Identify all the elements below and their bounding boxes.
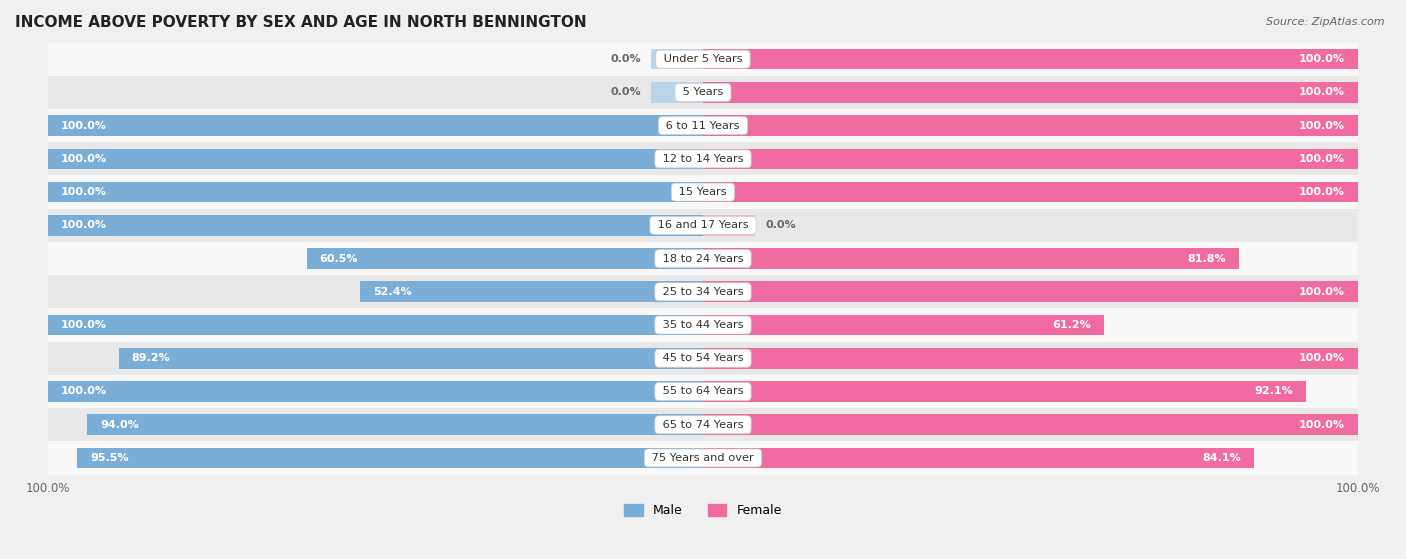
Bar [651,82,703,103]
Text: 100.0%: 100.0% [1299,54,1346,64]
Text: 100.0%: 100.0% [60,121,107,131]
Text: Source: ZipAtlas.com: Source: ZipAtlas.com [1267,17,1385,27]
Bar [360,282,703,302]
Bar [48,149,703,169]
Text: 100.0%: 100.0% [1299,87,1346,97]
Text: 100.0%: 100.0% [60,386,107,396]
Bar [703,49,1358,69]
Text: 0.0%: 0.0% [610,54,641,64]
Bar [48,381,703,402]
Bar [48,109,1358,142]
Bar [703,381,1306,402]
Bar [48,215,703,236]
Bar [48,442,1358,475]
Text: 5 Years: 5 Years [679,87,727,97]
Text: 100.0%: 100.0% [60,220,107,230]
Bar [703,248,1239,269]
Text: 61.2%: 61.2% [1052,320,1091,330]
Text: 55 to 64 Years: 55 to 64 Years [659,386,747,396]
Bar [87,414,703,435]
Bar [118,348,703,368]
Text: 25 to 34 Years: 25 to 34 Years [659,287,747,297]
Bar [48,76,1358,109]
Text: 89.2%: 89.2% [132,353,170,363]
Bar [48,182,703,202]
Bar [48,115,703,136]
Text: 45 to 54 Years: 45 to 54 Years [659,353,747,363]
Text: 75 Years and over: 75 Years and over [648,453,758,463]
Text: 15 Years: 15 Years [675,187,731,197]
Text: 100.0%: 100.0% [1299,287,1346,297]
Text: 12 to 14 Years: 12 to 14 Years [659,154,747,164]
Bar [703,215,755,236]
Text: 60.5%: 60.5% [319,254,359,263]
Bar [703,149,1358,169]
Text: 0.0%: 0.0% [610,87,641,97]
Text: 92.1%: 92.1% [1254,386,1294,396]
Bar [703,315,1104,335]
Text: 81.8%: 81.8% [1187,254,1226,263]
Text: 6 to 11 Years: 6 to 11 Years [662,121,744,131]
Bar [48,275,1358,309]
Legend: Male, Female: Male, Female [619,499,787,522]
Bar [703,348,1358,368]
Text: 100.0%: 100.0% [1299,154,1346,164]
Bar [703,82,1358,103]
Bar [703,115,1358,136]
Text: 52.4%: 52.4% [373,287,412,297]
Bar [77,448,703,468]
Bar [703,448,1254,468]
Text: 100.0%: 100.0% [60,187,107,197]
Text: Under 5 Years: Under 5 Years [659,54,747,64]
Bar [703,282,1358,302]
Bar [703,182,1358,202]
Text: 35 to 44 Years: 35 to 44 Years [659,320,747,330]
Bar [48,375,1358,408]
Text: INCOME ABOVE POVERTY BY SEX AND AGE IN NORTH BENNINGTON: INCOME ABOVE POVERTY BY SEX AND AGE IN N… [15,15,586,30]
Text: 100.0%: 100.0% [1299,187,1346,197]
Bar [48,342,1358,375]
Text: 100.0%: 100.0% [1299,353,1346,363]
Text: 16 and 17 Years: 16 and 17 Years [654,220,752,230]
Text: 100.0%: 100.0% [60,320,107,330]
Text: 0.0%: 0.0% [765,220,796,230]
Bar [48,42,1358,76]
Text: 100.0%: 100.0% [60,154,107,164]
Text: 100.0%: 100.0% [1299,121,1346,131]
Text: 100.0%: 100.0% [1299,420,1346,430]
Bar [48,408,1358,442]
Bar [307,248,703,269]
Bar [48,309,1358,342]
Bar [48,242,1358,275]
Bar [651,49,703,69]
Bar [48,315,703,335]
Bar [48,176,1358,209]
Bar [48,142,1358,176]
Bar [48,209,1358,242]
Text: 65 to 74 Years: 65 to 74 Years [659,420,747,430]
Text: 95.5%: 95.5% [90,453,129,463]
Text: 18 to 24 Years: 18 to 24 Years [659,254,747,263]
Bar [703,414,1358,435]
Text: 94.0%: 94.0% [100,420,139,430]
Text: 84.1%: 84.1% [1202,453,1241,463]
